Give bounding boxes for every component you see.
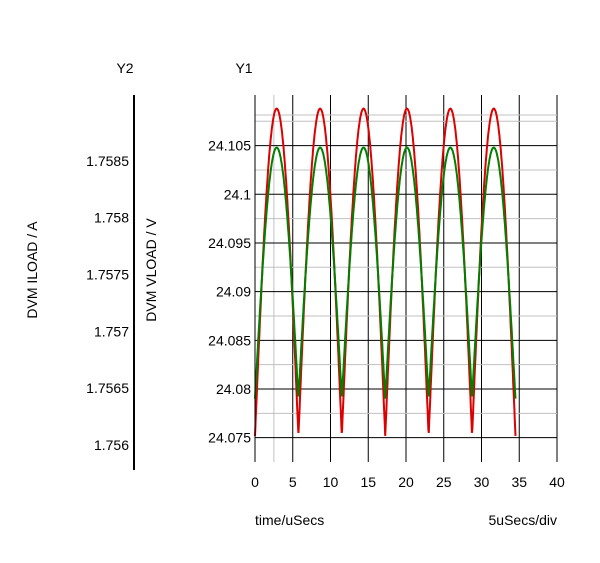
y2-tick-label: 1.758	[94, 210, 129, 226]
series-iload-line	[254, 107, 517, 436]
y1-tick-label: 24.075	[208, 430, 251, 446]
y1-axis-label: DVM VLOAD / V	[143, 218, 159, 322]
series-vload-line	[254, 146, 517, 399]
y1-tick-label: 24.09	[216, 284, 251, 300]
x-tick-label: 5	[289, 474, 297, 490]
x-tick-label: 30	[474, 474, 490, 490]
y1-axis-header: Y1	[235, 60, 252, 76]
y1-tick-label: 24.105	[208, 138, 251, 154]
plot-grid	[255, 95, 558, 462]
x-scale-label: 5uSecs/div	[489, 512, 557, 528]
x-tick-label: 0	[251, 474, 259, 490]
y2-tick-label: 1.7585	[86, 153, 129, 169]
y2-tick-label: 1.7565	[86, 380, 129, 396]
y2-axis-header: Y2	[116, 60, 133, 76]
x-axis-label: time/uSecs	[255, 512, 324, 528]
plot-series	[254, 107, 517, 436]
y1-tick-label: 24.08	[216, 381, 251, 397]
x-tick-label: 40	[549, 474, 565, 490]
y2-axis-label: DVM ILOAD / A	[24, 221, 40, 319]
x-tick-label: 25	[436, 474, 452, 490]
y2-tick-label: 1.7575	[86, 267, 129, 283]
tick-labels: 0 5 10 15 20 25 30 35 40 24.075 24.08 24.085 24.09 24…	[86, 138, 565, 490]
x-tick-label: 35	[511, 474, 527, 490]
axes	[133, 95, 256, 470]
x-tick-label: 10	[323, 474, 339, 490]
y2-tick-label: 1.756	[94, 437, 129, 453]
y1-tick-label: 24.095	[208, 235, 251, 251]
x-tick-label: 20	[398, 474, 414, 490]
y2-tick-label: 1.757	[94, 323, 129, 339]
y1-tick-label: 24.1	[224, 186, 251, 202]
y1-tick-label: 24.085	[208, 332, 251, 348]
x-tick-label: 15	[360, 474, 376, 490]
